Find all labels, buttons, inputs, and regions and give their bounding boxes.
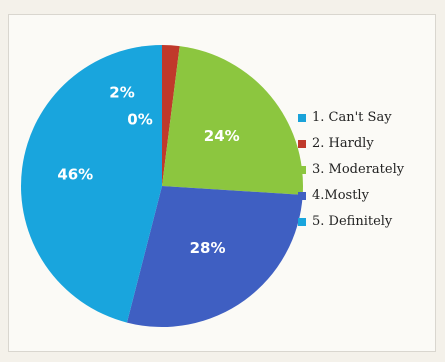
pie-slice [162,45,180,186]
legend-label: 2. Hardly [312,136,374,151]
legend-item-moderately: 3. Moderately [298,162,404,177]
legend-item-hardly: 2. Hardly [298,136,404,151]
pie-slice [126,186,303,327]
legend-swatch [298,139,306,148]
data-label: 0% [127,111,152,129]
legend-item-cant-say: 1. Can't Say [298,110,404,125]
legend-swatch [298,191,306,200]
legend-label: 5. Definitely [312,214,393,229]
data-label: 28% [190,239,226,257]
legend-item-definitely: 5. Definitely [298,214,404,229]
legend-item-mostly: 4.Mostly [298,188,404,203]
data-label: 46% [57,166,93,184]
data-label: 2% [109,84,134,102]
pie-slice [162,46,303,195]
data-label: 24% [204,127,240,145]
legend-swatch [298,217,306,226]
legend-label: 3. Moderately [312,162,405,177]
legend: 1. Can't Say 2. Hardly 3. Moderately 4.M… [298,110,404,229]
legend-label: 4.Mostly [312,188,369,203]
legend-label: 1. Can't Say [312,110,392,125]
legend-swatch [298,165,306,174]
legend-swatch [298,113,306,122]
pie-slice [21,45,163,323]
